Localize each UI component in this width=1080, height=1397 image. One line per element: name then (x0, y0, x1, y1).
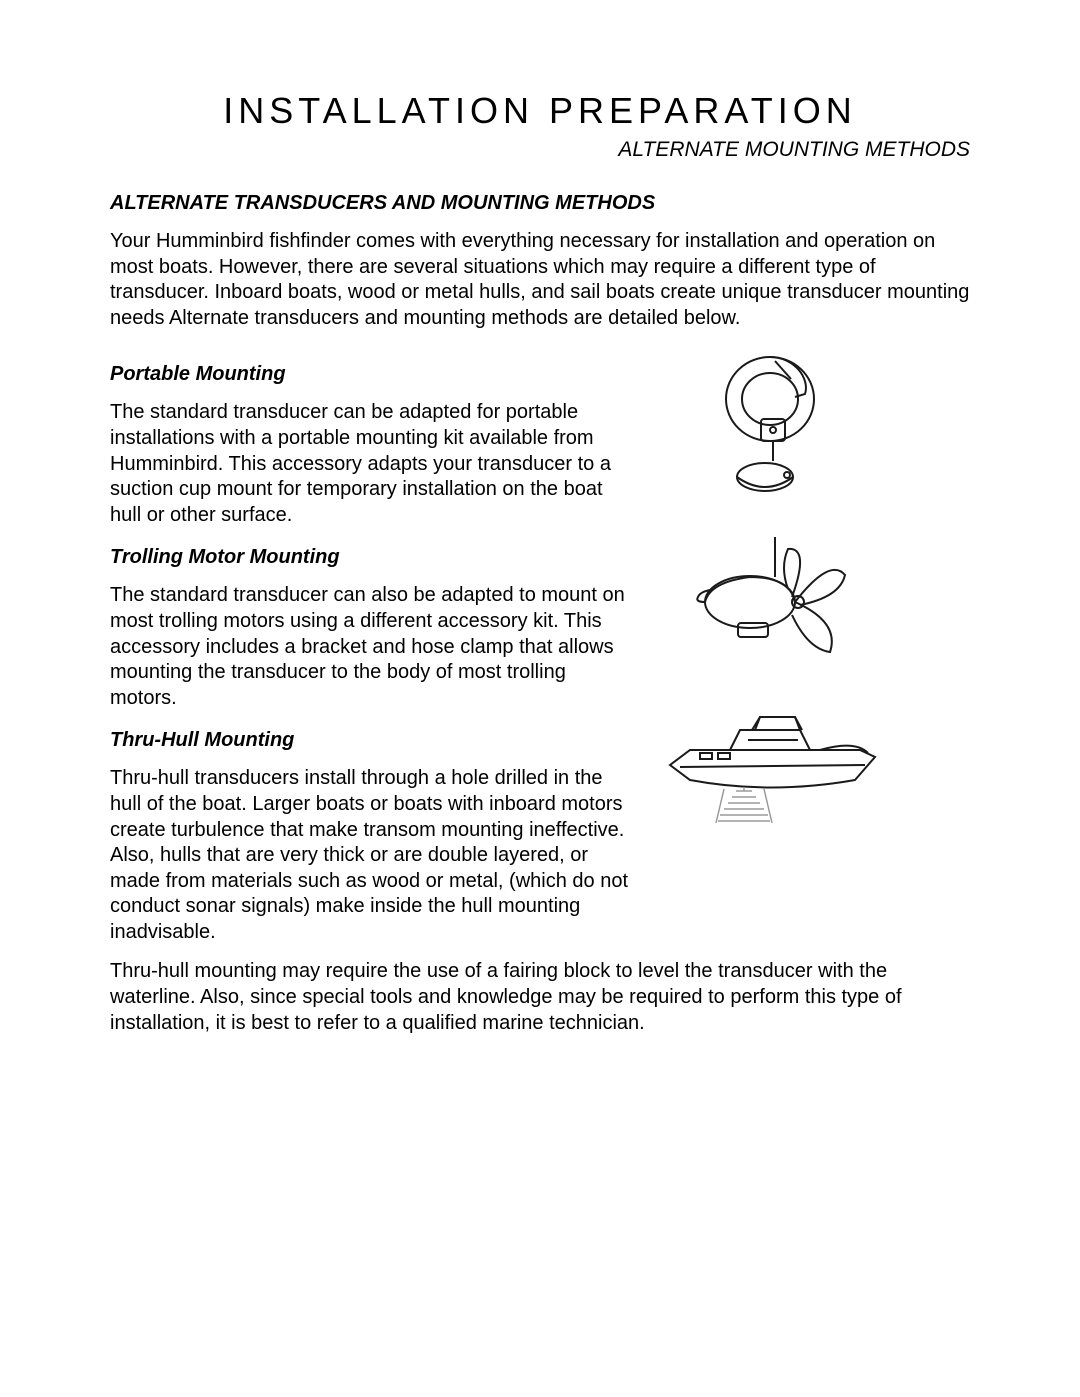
trolling-body: The standard transducer can also be adap… (110, 583, 630, 711)
trolling-motor-prop-icon (680, 527, 860, 677)
page-subtitle: ALTERNATE MOUNTING METHODS (110, 138, 970, 162)
section-heading-alternate: ALTERNATE TRANSDUCERS AND MOUNTING METHO… (110, 192, 970, 215)
content-columns: Portable Mounting The standard transduce… (110, 345, 970, 959)
figure-column (660, 345, 880, 959)
portable-body: The standard transducer can be adapted f… (110, 400, 630, 528)
section-heading-thruhull: Thru-Hull Mounting (110, 729, 630, 752)
document-page: INSTALLATION PREPARATION ALTERNATE MOUNT… (0, 0, 1080, 1397)
intro-paragraph: Your Humminbird fishfinder comes with ev… (110, 229, 970, 331)
thruhull-body-2: Thru-hull mounting may require the use o… (110, 959, 970, 1036)
suction-cup-transducer-icon (695, 349, 845, 509)
boat-thru-hull-icon (660, 695, 880, 835)
page-title: INSTALLATION PREPARATION (110, 90, 970, 132)
thruhull-body-1: Thru-hull transducers install through a … (110, 766, 630, 945)
section-heading-trolling: Trolling Motor Mounting (110, 546, 630, 569)
section-heading-portable: Portable Mounting (110, 363, 630, 386)
text-column: Portable Mounting The standard transduce… (110, 345, 630, 959)
